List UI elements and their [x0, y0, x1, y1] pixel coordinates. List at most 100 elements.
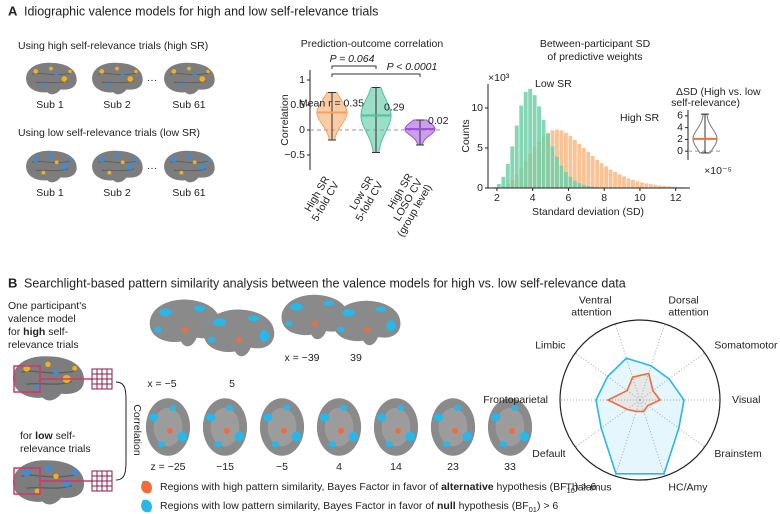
histogram-bar [577, 183, 582, 188]
histogram-bar [559, 130, 564, 188]
histogram-bar [631, 180, 635, 188]
model-text: One participant's [8, 300, 86, 312]
histogram-bar [675, 186, 680, 188]
subject-label: Sub 1 [36, 99, 64, 111]
text-part: high [23, 326, 45, 338]
radar-spoke [574, 399, 641, 448]
y-tick-label: 0 [677, 145, 683, 157]
histogram-bar [644, 183, 649, 188]
text-part: alternative [441, 481, 494, 493]
text-part: Regions with high pattern similarity, Ba… [160, 481, 441, 493]
histogram-bar [622, 176, 626, 188]
radar-spoke [639, 399, 706, 448]
y-tick-label: 2 [677, 133, 683, 145]
histogram-bar [563, 172, 568, 188]
histogram-bar [604, 166, 609, 188]
text-part: 01 [529, 505, 537, 514]
histogram-bar [590, 156, 595, 188]
y-tick-label: 0.5 [290, 99, 305, 111]
histogram-bar [639, 182, 644, 188]
y-tick-label: 5 [477, 142, 483, 154]
slice-label: 39 [350, 352, 362, 364]
histogram-bar [537, 106, 542, 188]
slice-label: 4 [336, 461, 342, 473]
axial-slice [373, 398, 419, 456]
histogram-bar [528, 88, 533, 188]
histogram-bar [572, 180, 577, 188]
histogram-bar [626, 178, 631, 188]
histogram-bar [546, 133, 550, 188]
brain [91, 62, 144, 95]
y-tick-label: 1 [299, 74, 305, 86]
subject-label: Sub 2 [103, 99, 131, 111]
annotation: P < 0.0001 [387, 61, 438, 73]
panel-title: Idiographic valence models for high and … [24, 4, 378, 18]
panel-letter: A [8, 3, 18, 18]
slice-label: z = −25 [150, 461, 185, 473]
ellipsis: ··· [147, 74, 158, 86]
slice-label: 33 [504, 461, 516, 473]
radar-spoke [574, 352, 641, 401]
chart-title: Between-participant SD [540, 38, 651, 50]
radar-label: Dorsal [668, 294, 698, 306]
value-label: 0.29 [384, 101, 405, 113]
x-tick-label: 6 [566, 192, 572, 204]
histogram-bar [635, 181, 640, 188]
axial-slice [316, 398, 362, 456]
radar-polygon [595, 357, 685, 475]
text-part: Regions with low pattern similarity, Bay… [160, 500, 437, 512]
legend-swatch [141, 480, 152, 494]
radar-spoke [639, 352, 706, 401]
sagittal-slice [203, 309, 275, 357]
slice-label: −5 [276, 461, 288, 473]
value-label: Mean r = 0.35 [299, 97, 364, 109]
radar-label: Thalamus [565, 481, 611, 493]
histogram-bar [510, 146, 515, 188]
text-part: null [437, 500, 456, 512]
slice-label: −15 [216, 461, 234, 473]
voxel-grid [92, 471, 112, 491]
bracket [115, 381, 127, 481]
radar-label: attention [668, 306, 708, 318]
model-text: relevance trials [8, 339, 79, 351]
axial-slice [259, 398, 305, 456]
histogram-bar [581, 184, 586, 188]
brain [91, 150, 144, 183]
model-text: for high self- [8, 326, 69, 338]
histogram-bar [568, 176, 573, 188]
y-tick-label: 4 [677, 121, 683, 133]
text-part: self- [45, 326, 68, 338]
radar-polygon [606, 372, 662, 413]
histogram-bar [590, 186, 595, 188]
histogram-bar [555, 156, 559, 188]
histogram-bar [541, 120, 546, 188]
series-label: High SR [620, 112, 660, 124]
legend-text: Regions with low pattern similarity, Bay… [160, 500, 558, 514]
histogram-bar [496, 184, 501, 188]
radar-label: Default [532, 448, 565, 460]
radar-label: Visual [732, 394, 760, 406]
radar-label: Ventral [579, 294, 612, 306]
histogram-bar [559, 165, 564, 188]
y-tick-label: 10 [471, 102, 483, 114]
text-part: for [8, 326, 23, 338]
axial-slice [430, 398, 476, 456]
histogram-bar [563, 132, 568, 188]
sagittal-slice [333, 300, 401, 346]
slice-label: 23 [447, 461, 459, 473]
histogram-bar [501, 176, 506, 188]
text-part: hypothesis (BF [494, 481, 567, 493]
radar-spoke [639, 399, 666, 477]
heading: Using high self-relevance trials (high S… [18, 40, 208, 52]
model-text: relevance trials [20, 443, 91, 455]
histogram-bar [608, 169, 613, 188]
histogram-bar [514, 125, 519, 188]
slice-label: x = −39 [284, 352, 319, 364]
text-part: for [20, 430, 35, 442]
axial-slice [145, 398, 191, 456]
brain [25, 150, 78, 183]
radar-spoke [614, 399, 641, 477]
heading: Using low self-relevance trials (low SR) [18, 127, 200, 139]
text-part: 10 [567, 486, 575, 495]
histogram-bar [613, 172, 618, 188]
